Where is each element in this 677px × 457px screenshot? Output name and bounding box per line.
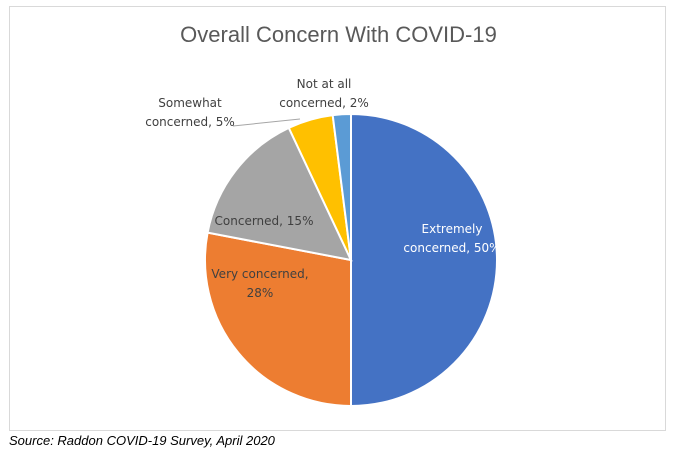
data-label-concerned: Concerned, 15%: [215, 214, 314, 228]
source-note: Source: Raddon COVID-19 Survey, April 20…: [9, 433, 275, 448]
chart-title: Overall Concern With COVID-19: [180, 22, 497, 47]
chart-frame: Overall Concern With COVID-19 Extremely c…: [9, 6, 666, 431]
data-label-very: Very concerned, 28%: [211, 267, 308, 300]
data-label-extremely: Extremely concerned, 50%: [403, 222, 500, 255]
data-label-somewhat: Somewhat concerned, 5%: [145, 96, 235, 129]
slice-very: [204, 231, 352, 408]
slice-not-at-all: [331, 112, 352, 261]
slice-extremely: [350, 112, 498, 408]
data-label-not-at-all: Not at all concerned, 2%: [279, 77, 369, 110]
slice-concerned: [206, 126, 353, 262]
leader-line-somewhat: [232, 118, 301, 127]
pie-chart: Extremely concerned, 50% Very concerned, 28…: [145, 77, 501, 408]
